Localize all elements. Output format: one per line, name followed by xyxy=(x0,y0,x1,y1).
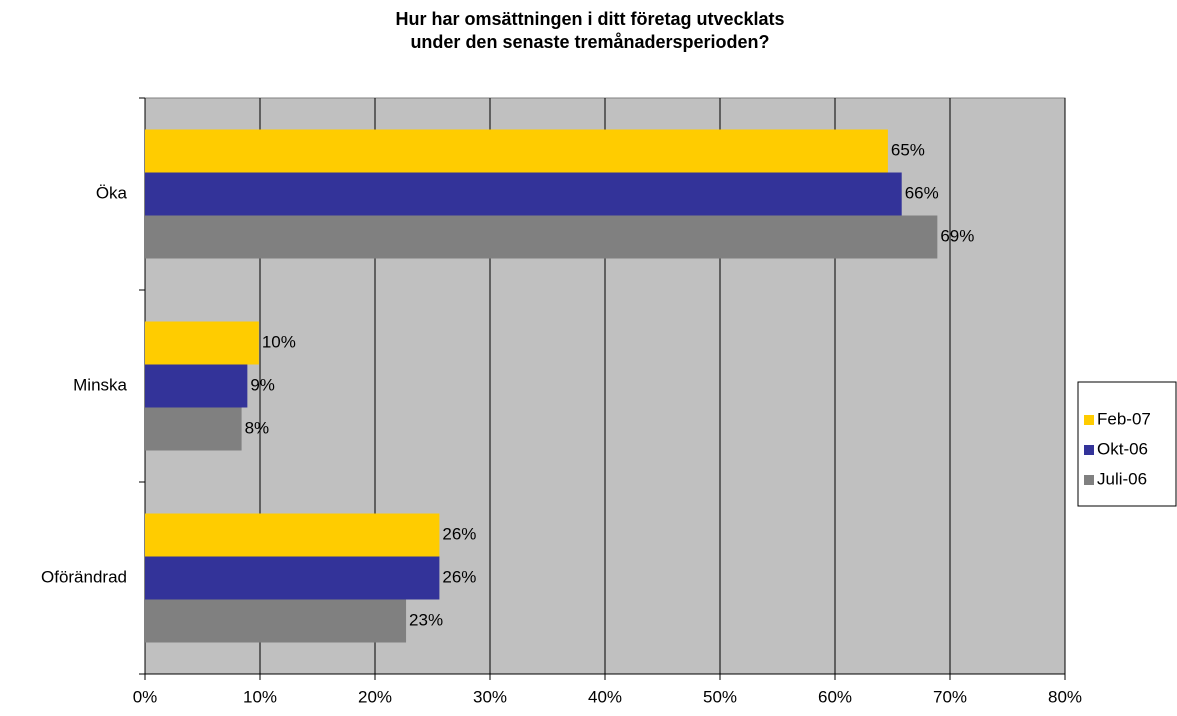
bar xyxy=(145,599,407,643)
y-tick-label: Öka xyxy=(96,183,128,202)
x-tick-label: 50% xyxy=(703,687,737,706)
chart-title: Hur har omsättningen i ditt företag utve… xyxy=(395,9,784,29)
bar xyxy=(145,407,242,451)
legend-box xyxy=(1077,381,1177,507)
bar xyxy=(145,215,938,259)
data-label: 26% xyxy=(442,524,476,543)
x-tick-label: 30% xyxy=(473,687,507,706)
legend-swatch xyxy=(1084,445,1094,455)
x-tick-label: 60% xyxy=(818,687,852,706)
bar xyxy=(145,364,248,408)
chart-title: under den senaste tremånadersperioden? xyxy=(410,32,769,52)
data-label: 23% xyxy=(409,610,443,629)
legend-swatch xyxy=(1084,475,1094,485)
data-label: 9% xyxy=(250,375,275,394)
x-tick-label: 20% xyxy=(358,687,392,706)
x-tick-label: 70% xyxy=(933,687,967,706)
legend-label: Juli-06 xyxy=(1097,469,1147,488)
y-tick-label: Oförändrad xyxy=(41,567,127,586)
legend-label: Feb-07 xyxy=(1097,409,1151,428)
data-label: 65% xyxy=(891,140,925,159)
bar xyxy=(145,321,259,365)
bar xyxy=(145,556,440,600)
x-tick-label: 10% xyxy=(243,687,277,706)
x-tick-label: 80% xyxy=(1048,687,1082,706)
data-label: 66% xyxy=(905,183,939,202)
data-label: 69% xyxy=(940,226,974,245)
legend-label: Okt-06 xyxy=(1097,439,1148,458)
data-label: 10% xyxy=(262,332,296,351)
x-tick-label: 0% xyxy=(133,687,158,706)
y-tick-label: Minska xyxy=(73,375,127,394)
data-label: 8% xyxy=(245,418,270,437)
bar xyxy=(145,129,888,173)
bar xyxy=(145,513,440,557)
x-tick-label: 40% xyxy=(588,687,622,706)
legend-swatch xyxy=(1084,415,1094,425)
bar xyxy=(145,172,902,216)
data-label: 26% xyxy=(442,567,476,586)
